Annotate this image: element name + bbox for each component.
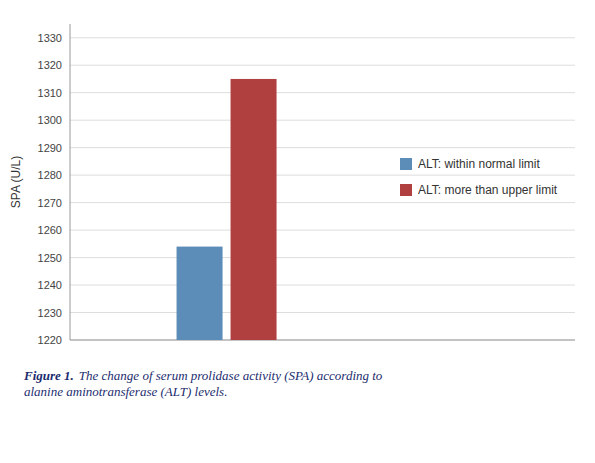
y-axis-label: SPA (U/L): [9, 156, 23, 208]
bar: [231, 79, 277, 340]
y-tick-label: 1250: [38, 252, 62, 264]
y-tick-label: 1330: [38, 32, 62, 44]
y-tick-label: 1270: [38, 197, 62, 209]
grid-line: [70, 257, 575, 258]
grid-line: [70, 92, 575, 93]
y-tick-label: 1310: [38, 87, 62, 99]
y-tick-label: 1300: [38, 114, 62, 126]
legend-swatch: [400, 158, 412, 170]
y-tick-label: 1220: [38, 334, 62, 346]
y-tick-label: 1280: [38, 169, 62, 181]
grid-line: [70, 230, 575, 231]
y-axis-line: [70, 24, 71, 340]
legend: ALT: within normal limit ALT: more than u…: [400, 157, 558, 197]
y-tick-label: 1260: [38, 224, 62, 236]
chart-svg: 1220 1230 1240 1250 1260 1270 1280 1290 1300 1310…: [0, 0, 595, 463]
legend-label: ALT: within normal limit: [418, 157, 540, 171]
legend-swatch: [400, 184, 412, 196]
grid-line: [70, 340, 575, 341]
y-tick-label: 1240: [38, 279, 62, 291]
y-tick-label: 1230: [38, 307, 62, 319]
y-tick-label: 1290: [38, 142, 62, 154]
grid-line: [70, 175, 575, 176]
grid-line: [70, 147, 575, 148]
grid-line: [70, 65, 575, 66]
y-grid: [70, 38, 575, 340]
bars: [177, 79, 277, 340]
y-tick-label: 1320: [38, 59, 62, 71]
grid-line: [70, 285, 575, 286]
grid-line: [70, 312, 575, 313]
grid-line: [70, 202, 575, 203]
bar: [177, 247, 223, 340]
caption: Figure 1.The change of serum prolidase a…: [23, 368, 383, 399]
x-axis-line: [70, 340, 575, 341]
caption-text: The change of serum prolidase activity (…: [24, 368, 383, 399]
grid-line: [70, 37, 575, 38]
y-tick-labels: 1220 1230 1240 1250 1260 1270 1280 1290 1300 1310…: [38, 32, 62, 346]
caption-text: Figure 1.: [23, 368, 74, 383]
chart-container: 1220 1230 1240 1250 1260 1270 1280 1290 1300 1310…: [0, 0, 595, 463]
legend-label: ALT: more than upper limit: [418, 183, 558, 197]
grid-line: [70, 120, 575, 121]
